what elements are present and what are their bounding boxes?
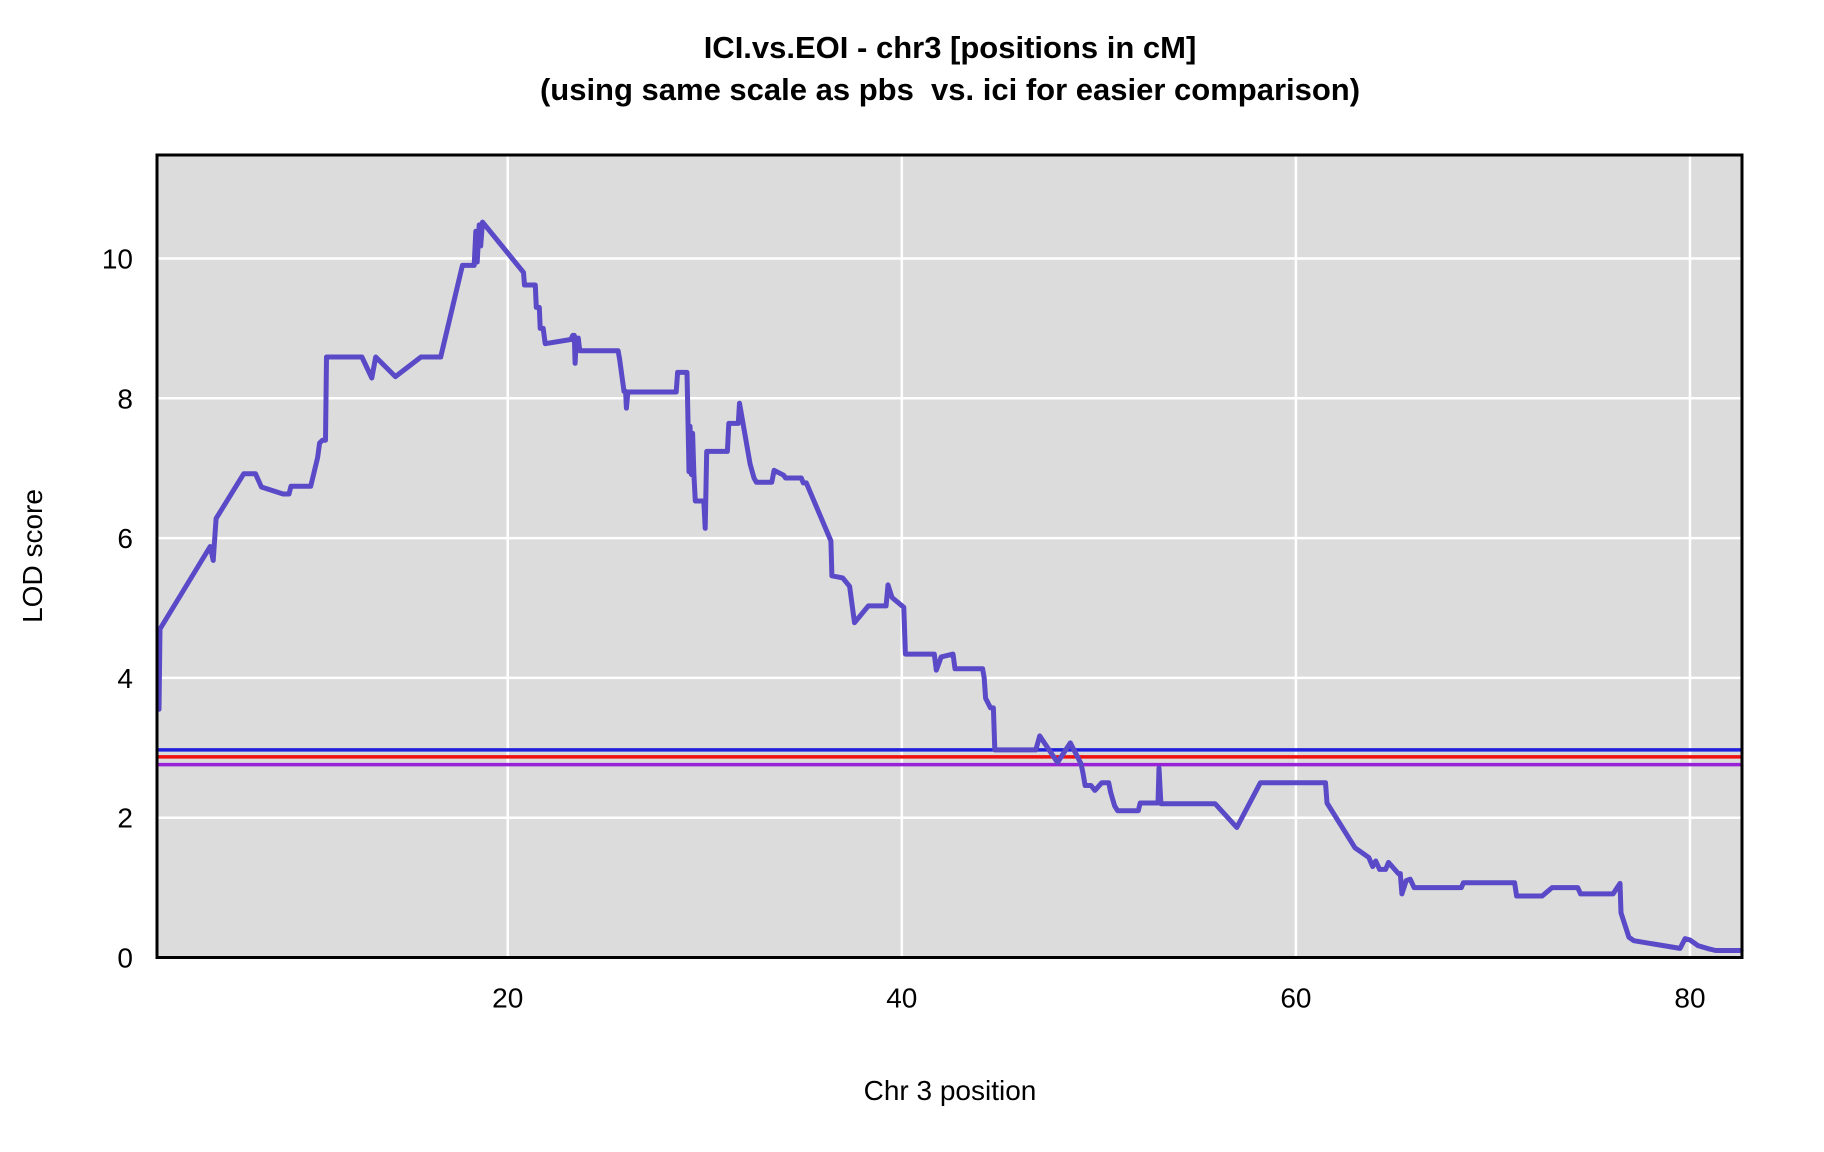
y-tick-label: 6	[117, 523, 133, 554]
plot-panel	[157, 155, 1742, 958]
x-tick-label: 60	[1280, 983, 1311, 1014]
y-tick-label: 4	[117, 663, 133, 694]
x-tick-label: 40	[886, 983, 917, 1014]
chart-subtitle: (using same scale as pbs vs. ici for eas…	[540, 72, 1360, 107]
y-axis-label: LOD score	[17, 489, 48, 623]
y-tick-label: 2	[117, 803, 133, 834]
lod-curve-line	[156, 219, 1744, 953]
y-tick-label: 10	[102, 243, 133, 274]
plot-area: 20 40 60 80 0 2 4 6 8 10	[102, 153, 1744, 1014]
y-tick-label: 8	[117, 383, 133, 414]
x-tick-label: 20	[492, 983, 523, 1014]
x-axis-label: Chr 3 position	[864, 1075, 1037, 1106]
y-tick-label: 0	[117, 943, 133, 974]
chart-title: ICI.vs.EOI - chr3 [positions in cM]	[704, 30, 1197, 65]
x-tick-label: 80	[1674, 983, 1705, 1014]
plot-frame	[155, 153, 1744, 959]
